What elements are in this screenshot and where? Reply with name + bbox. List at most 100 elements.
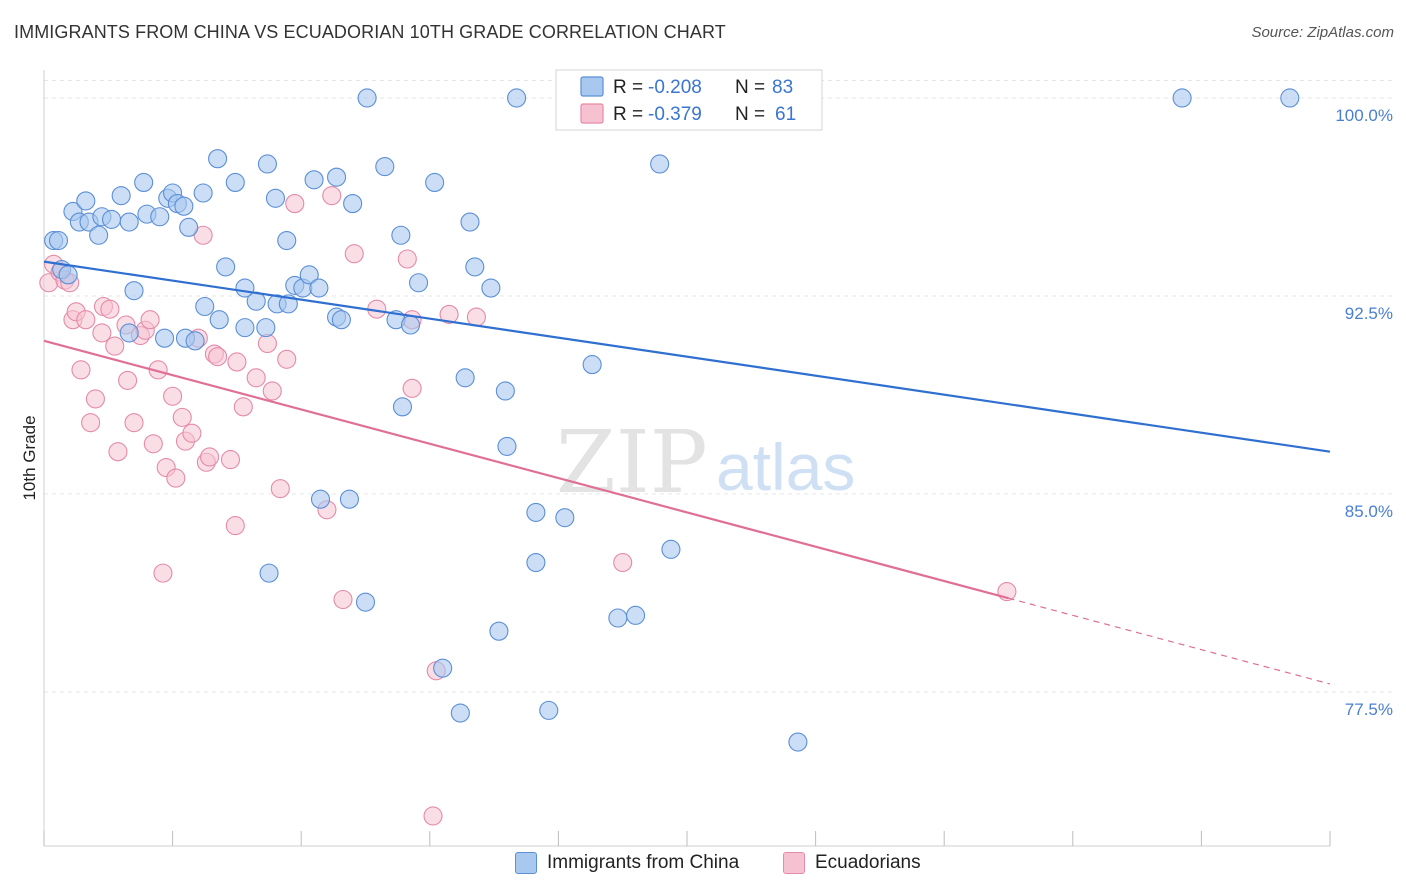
point-ecuadorians — [100, 299, 120, 319]
point-china — [489, 621, 509, 641]
legend-box: R = -0.208 N = 83 R = -0.379 N = 61 — [555, 69, 823, 131]
points-china — [44, 88, 1300, 752]
bottom-legend-swatch-china — [515, 852, 537, 874]
point-ecuadorians — [200, 447, 220, 467]
y-tick-label: 92.5% — [1345, 304, 1393, 323]
point-ecuadorians — [81, 413, 101, 433]
point-china — [208, 149, 228, 169]
watermark-zip: ZIP — [556, 413, 708, 513]
point-ecuadorians — [143, 434, 163, 454]
point-ecuadorians — [423, 806, 443, 826]
point-china — [174, 196, 194, 216]
point-china — [327, 167, 347, 187]
point-ecuadorians — [333, 589, 353, 610]
point-ecuadorians — [76, 310, 96, 330]
point-china — [661, 539, 681, 559]
point-china — [277, 230, 297, 251]
point-china — [433, 658, 453, 678]
legend-n-value-ecuadorians: 61 — [775, 104, 796, 125]
point-ecuadorians — [613, 553, 633, 573]
point-ecuadorians — [397, 249, 417, 269]
point-ecuadorians — [257, 333, 277, 354]
point-china — [425, 172, 445, 192]
point-china — [193, 183, 213, 203]
point-china — [299, 265, 319, 285]
point-ecuadorians — [182, 423, 202, 443]
point-ecuadorians — [322, 186, 342, 206]
point-china — [101, 209, 122, 229]
point-ecuadorians — [71, 360, 91, 380]
bottom-legend-label-ecuadorians: Ecuadorians — [815, 852, 921, 873]
bottom-legend-swatch-ecuadorians — [783, 852, 805, 874]
point-china — [392, 397, 413, 417]
point-china — [539, 700, 559, 720]
point-ecuadorians — [344, 244, 364, 264]
point-china — [124, 281, 144, 301]
point-ecuadorians — [466, 307, 486, 327]
point-china — [455, 368, 475, 388]
y-axis-title: 10th Grade — [20, 415, 39, 500]
point-ecuadorians — [140, 310, 160, 330]
legend-n-label-china: N = — [735, 77, 765, 98]
point-china — [48, 230, 69, 251]
point-ecuadorians — [277, 349, 297, 369]
point-ecuadorians — [163, 386, 183, 406]
point-china — [331, 310, 351, 330]
y-tick-label: 100.0% — [1335, 106, 1393, 125]
point-china — [626, 605, 646, 625]
legend-swatch-ecuadorians — [580, 103, 604, 124]
point-china — [355, 592, 376, 612]
point-china — [582, 355, 602, 375]
legend-r-label-china: R = — [613, 77, 643, 98]
point-ecuadorians — [220, 450, 241, 470]
point-china — [555, 508, 575, 528]
point-china — [134, 172, 154, 192]
watermark: ZIP atlas — [556, 413, 855, 513]
points-ecuadorians — [39, 186, 1017, 826]
point-china — [526, 553, 546, 573]
point-china — [450, 703, 470, 723]
point-ecuadorians — [172, 407, 192, 427]
point-ecuadorians — [85, 389, 105, 409]
legend-n-label-ecuadorians: N = — [735, 104, 765, 125]
point-china — [507, 88, 527, 108]
point-ecuadorians — [262, 381, 282, 401]
point-china — [339, 489, 359, 509]
point-china — [375, 157, 395, 177]
point-ecuadorians — [124, 413, 144, 433]
point-china — [408, 273, 429, 293]
point-china — [608, 608, 628, 628]
point-china — [310, 489, 331, 509]
point-china — [343, 194, 363, 214]
point-china — [89, 225, 109, 245]
bottom-legend: Immigrants from China Ecuadorians — [0, 852, 1406, 880]
point-china — [179, 217, 199, 237]
y-tick-label: 85.0% — [1345, 502, 1393, 521]
point-china — [460, 212, 480, 232]
point-china — [155, 328, 175, 348]
point-ecuadorians — [118, 370, 138, 390]
legend-r-value-ecuadorians: -0.379 — [648, 104, 702, 125]
point-china — [259, 563, 279, 583]
point-ecuadorians — [270, 479, 290, 499]
point-ecuadorians — [439, 304, 459, 324]
point-china — [185, 331, 205, 351]
point-ecuadorians — [402, 378, 422, 398]
point-china — [195, 296, 215, 317]
point-ecuadorians — [285, 194, 305, 214]
bottom-legend-label-china: Immigrants from China — [547, 852, 740, 873]
point-china — [209, 310, 229, 330]
point-china — [1172, 88, 1192, 108]
point-china — [111, 186, 131, 206]
point-china — [216, 257, 236, 277]
point-china — [400, 315, 421, 335]
y-tick-label: 77.5% — [1345, 700, 1393, 719]
point-china — [391, 225, 411, 245]
point-china — [256, 318, 276, 338]
point-china — [526, 502, 546, 522]
scatter-chart: ZIP atlas 100.0% 92.5% 85.0% 77.5% 0.0%80.0… — [20, 69, 1393, 847]
point-ecuadorians — [225, 516, 245, 536]
point-china — [235, 278, 255, 298]
point-china — [257, 154, 277, 174]
watermark-atlas: atlas — [716, 430, 855, 504]
